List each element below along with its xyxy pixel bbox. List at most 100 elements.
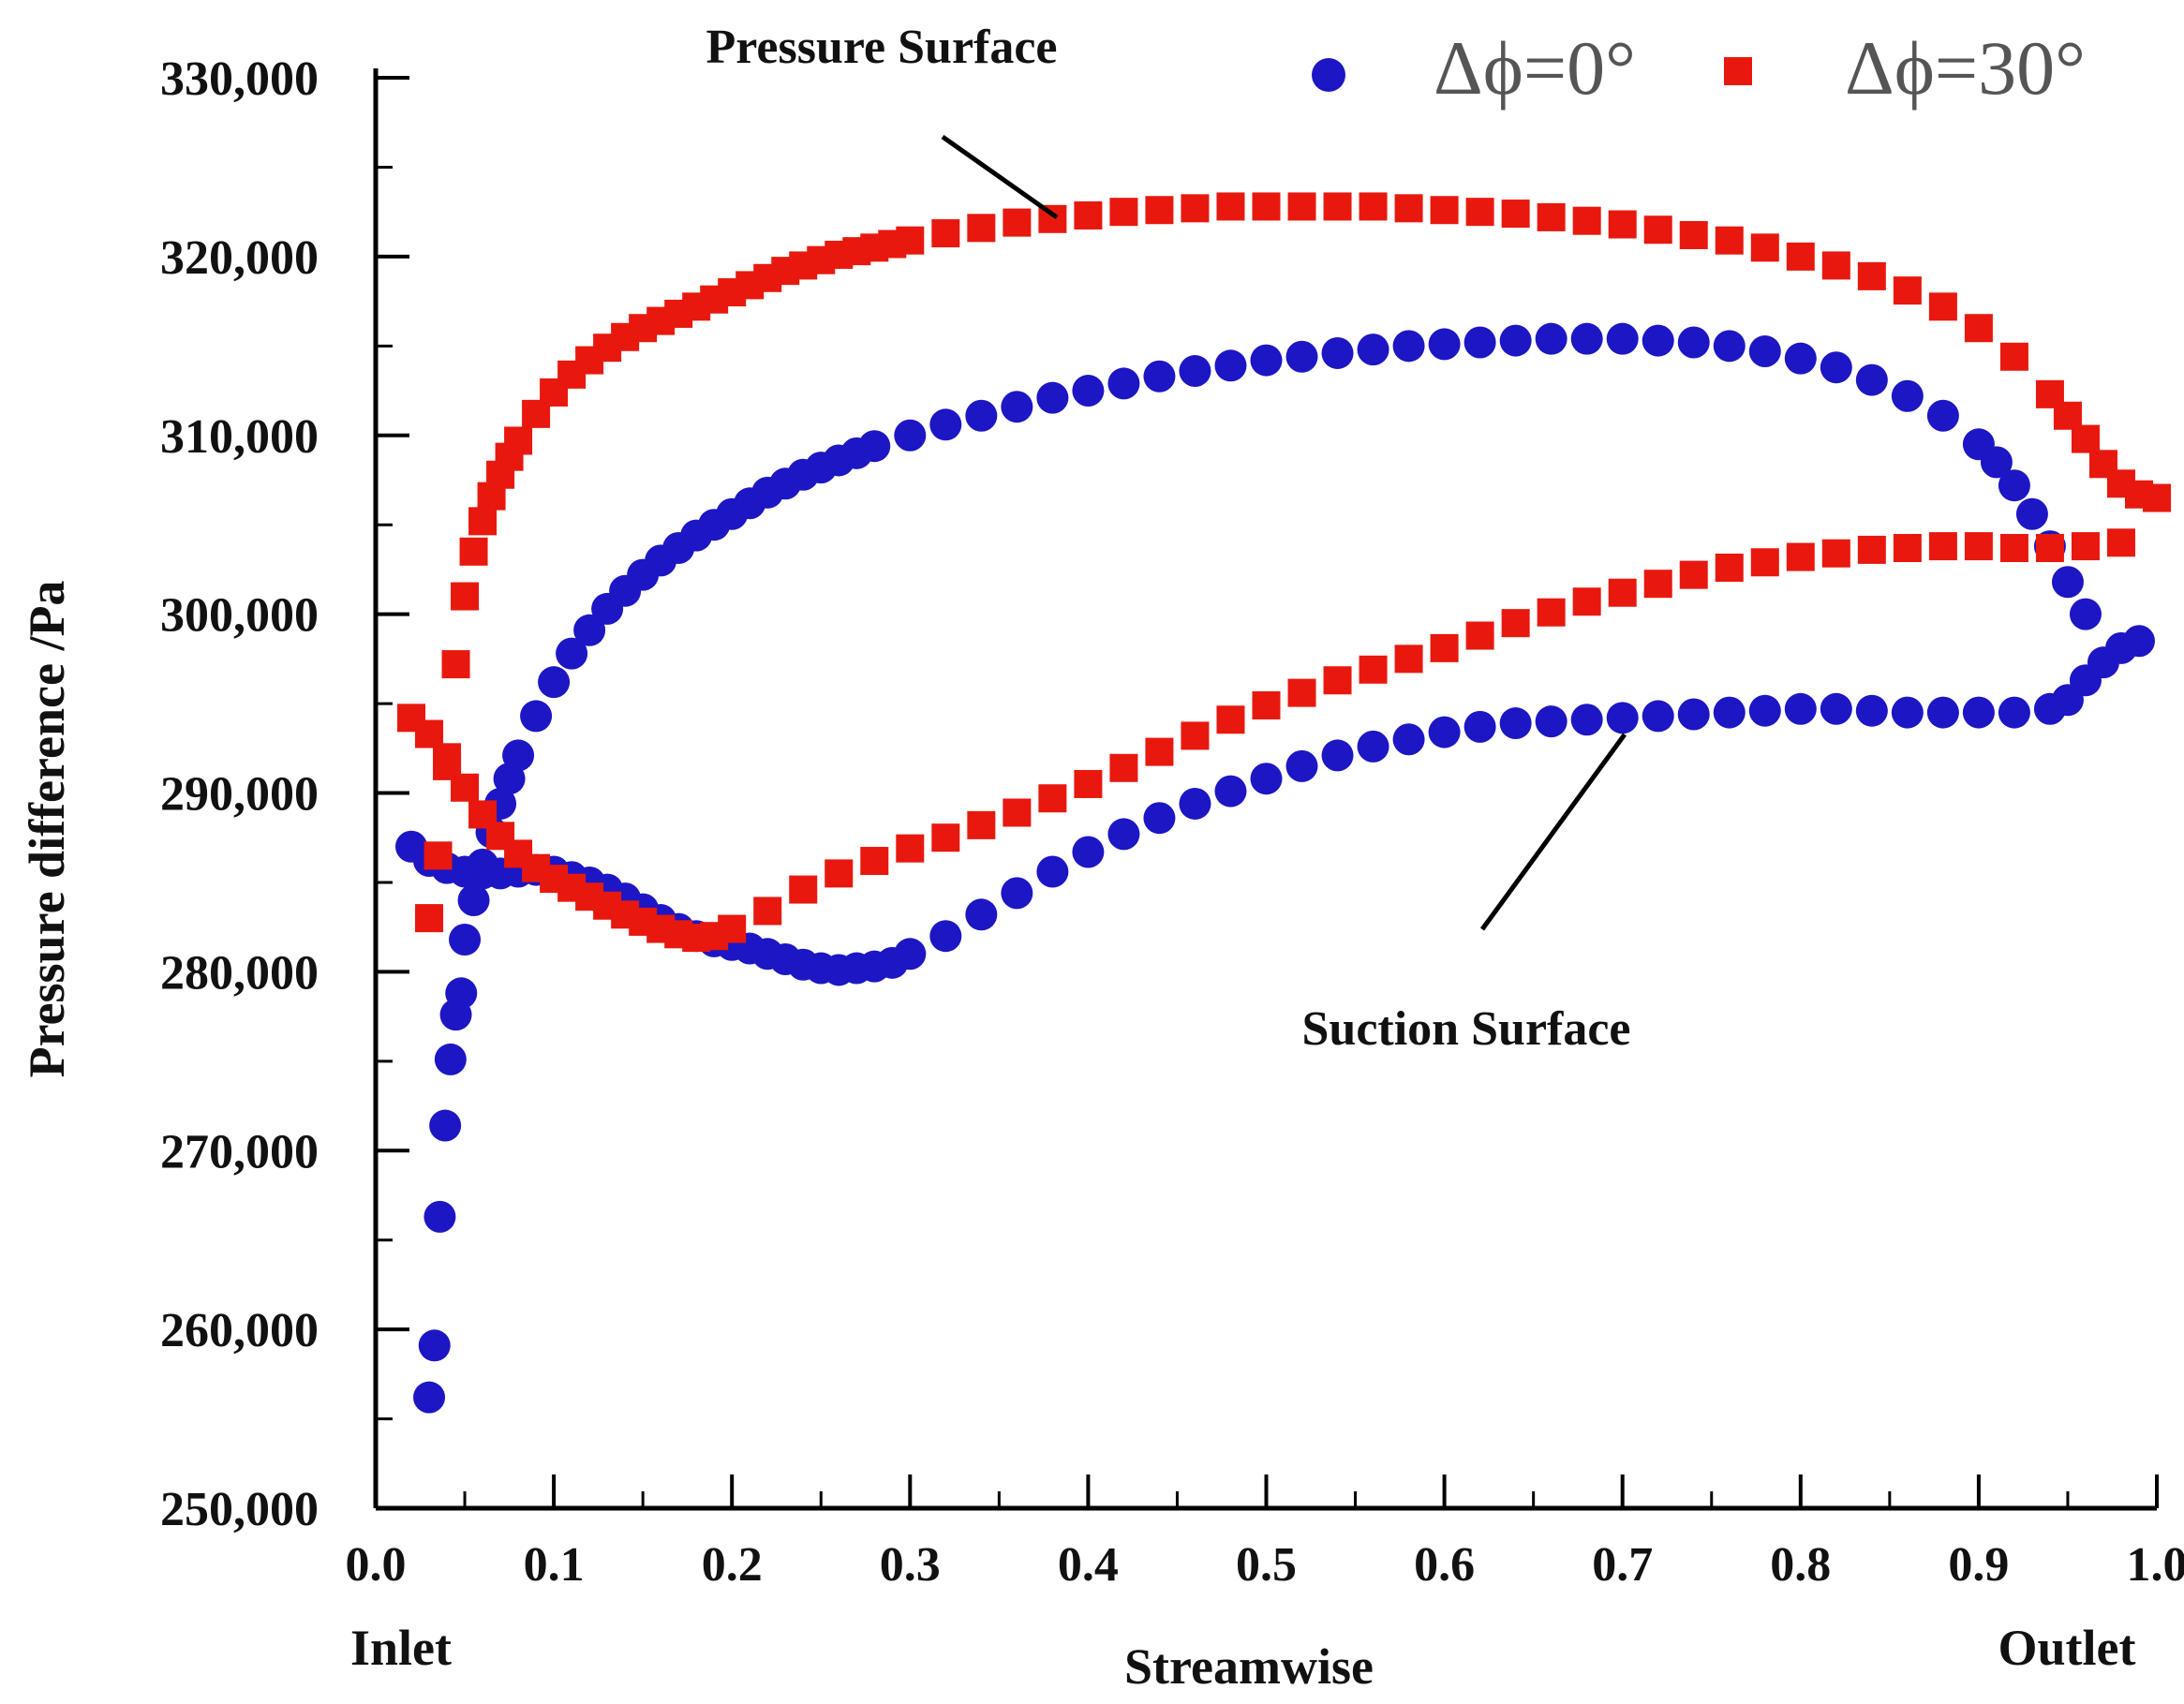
x-start-label: Inlet — [350, 1620, 452, 1676]
point-dphi-0-pressure — [1321, 336, 1354, 369]
point-dphi-30-pressure — [423, 841, 453, 870]
pressure-surface-pointer — [941, 134, 1059, 220]
point-dphi-0-pressure — [520, 700, 553, 733]
point-dphi-30-suction — [1786, 542, 1815, 571]
point-dphi-0-pressure — [418, 1329, 451, 1362]
x-tick-labels: 0.0 0.1 0.2 0.3 0.4 0.5 0.6 0.7 0.8 0.9 1.0 — [346, 1538, 2184, 1592]
point-dphi-30-pressure — [1181, 194, 1210, 223]
point-dphi-30-pressure — [1750, 233, 1779, 262]
point-dphi-0-suction — [1748, 694, 1781, 727]
point-dphi-0-pressure — [449, 924, 482, 956]
point-dphi-0-suction — [1606, 702, 1639, 734]
point-dphi-0-pressure — [1285, 340, 1318, 373]
point-dphi-0-pressure — [1998, 469, 2030, 502]
point-dphi-0-pressure — [1891, 379, 1924, 412]
point-dphi-30-pressure — [1572, 206, 1601, 235]
point-dphi-30-pressure — [1074, 200, 1103, 230]
point-dphi-30-suction — [1109, 753, 1138, 782]
legend: Δϕ=0° Δϕ=30° — [1312, 25, 2086, 111]
point-dphi-0-pressure — [1713, 330, 1746, 363]
point-dphi-0-suction — [1499, 707, 1532, 740]
suction-surface-pointer — [1479, 733, 1627, 931]
point-dphi-30-pressure — [1537, 202, 1566, 231]
point-dphi-0-pressure — [929, 408, 962, 441]
y-tick-label: 320,000 — [160, 231, 319, 285]
point-dphi-30-pressure — [1608, 210, 1637, 239]
x-tick-label: 0.7 — [1592, 1538, 1653, 1592]
point-dphi-30-suction — [2071, 532, 2100, 561]
y-tick-label: 310,000 — [160, 410, 319, 464]
point-dphi-0-pressure — [1642, 324, 1674, 357]
y-tick-label: 280,000 — [160, 946, 319, 1000]
point-dphi-30-pressure — [1643, 215, 1672, 244]
point-dphi-30-suction — [1430, 633, 1459, 662]
point-dphi-0-pressure — [1179, 355, 1211, 388]
point-dphi-30-pressure — [1501, 200, 1530, 229]
y-tick-label: 300,000 — [160, 589, 319, 643]
x-tick-label: 1.0 — [2127, 1538, 2184, 1592]
point-dphi-0-pressure — [1980, 446, 2013, 479]
point-dphi-30-suction — [1501, 609, 1530, 638]
data-marks — [395, 192, 2171, 1414]
point-dphi-0-pressure — [457, 884, 490, 917]
point-dphi-30-suction — [433, 743, 462, 772]
point-dphi-0-suction — [1677, 698, 1710, 731]
point-dphi-30-pressure — [1964, 314, 1993, 343]
point-dphi-0-suction — [1784, 692, 1817, 725]
point-dphi-0-pressure — [1606, 322, 1639, 355]
point-dphi-30-pressure — [415, 904, 444, 933]
point-dphi-30-suction — [931, 823, 960, 852]
point-dphi-0-pressure — [1855, 363, 1888, 396]
point-dphi-30-pressure — [1323, 192, 1352, 221]
point-dphi-30-suction — [1465, 621, 1494, 650]
point-dphi-30-suction — [1537, 598, 1566, 627]
point-dphi-30-suction — [1216, 705, 1245, 734]
point-dphi-30-suction — [2035, 534, 2064, 563]
point-dphi-30-pressure — [1715, 226, 1744, 255]
point-dphi-0-pressure — [1784, 342, 1817, 375]
point-dphi-30-suction — [1821, 539, 1850, 568]
point-dphi-30-suction — [1003, 798, 1032, 827]
point-dphi-30-suction — [1643, 570, 1672, 599]
point-dphi-30-pressure — [441, 650, 470, 679]
x-tick-label: 0.2 — [702, 1538, 763, 1592]
point-dphi-0-suction — [1392, 723, 1425, 756]
y-axis-title: Pressure difference /Pa — [19, 581, 75, 1078]
point-dphi-30-pressure — [1252, 192, 1281, 221]
point-dphi-0-suction — [1250, 763, 1283, 795]
point-dphi-0-suction — [1321, 739, 1354, 772]
point-dphi-30-pressure — [1430, 196, 1459, 225]
y-tick-label: 270,000 — [160, 1125, 319, 1178]
point-dphi-0-suction — [1143, 802, 1176, 835]
point-dphi-0-pressure — [413, 1381, 446, 1414]
point-dphi-30-suction — [1323, 666, 1352, 695]
y-tick-label: 290,000 — [160, 768, 319, 822]
point-dphi-30-pressure — [2071, 424, 2100, 453]
point-dphi-30-suction — [1750, 548, 1779, 577]
point-dphi-0-pressure — [1036, 381, 1069, 414]
point-dphi-0-pressure — [1428, 328, 1461, 361]
point-dphi-30-pressure — [1928, 292, 1957, 321]
point-dphi-30-suction — [1893, 534, 1922, 563]
point-dphi-0-pressure — [1820, 351, 1852, 384]
point-dphi-30-suction — [1999, 534, 2028, 563]
point-dphi-30-suction — [451, 773, 480, 802]
point-dphi-30-pressure — [504, 426, 533, 455]
point-dphi-0-pressure — [1499, 324, 1532, 357]
point-dphi-0-pressure — [1535, 322, 1567, 355]
point-dphi-0-suction — [1107, 818, 1140, 851]
point-dphi-0-pressure — [1143, 360, 1176, 393]
point-dphi-0-suction — [929, 920, 962, 953]
point-dphi-30-suction — [1287, 678, 1316, 707]
point-dphi-0-pressure — [1214, 349, 1247, 382]
point-dphi-30-suction — [1572, 587, 1601, 616]
point-dphi-30-pressure — [896, 226, 925, 255]
point-dphi-0-suction — [1998, 696, 2030, 729]
point-dphi-30-suction — [825, 859, 854, 888]
point-dphi-0-pressure — [423, 1200, 456, 1233]
point-dphi-0-suction — [2122, 625, 2155, 658]
point-dphi-0-suction — [1713, 696, 1746, 729]
x-tick-label: 0.1 — [524, 1538, 585, 1592]
point-dphi-30-pressure — [931, 219, 960, 248]
